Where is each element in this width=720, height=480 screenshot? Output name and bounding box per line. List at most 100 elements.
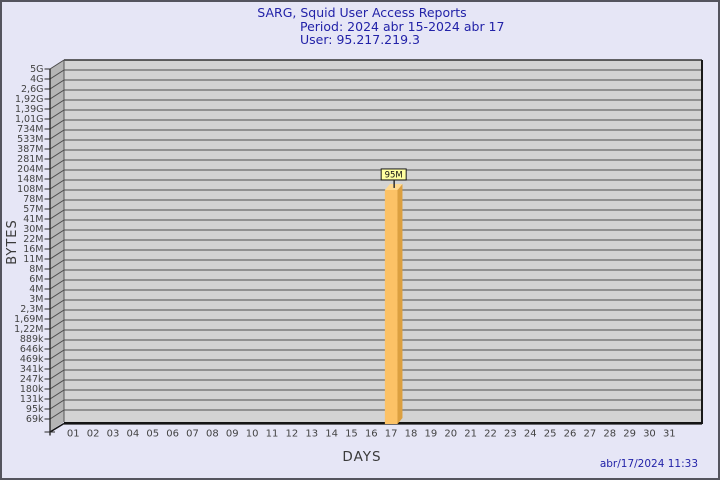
y-tick-label: 3M — [29, 294, 43, 305]
y-tick-label: 1,92G — [15, 94, 44, 105]
x-tick-label: 30 — [643, 429, 656, 440]
y-tick-label: 469k — [20, 354, 44, 365]
annotation-box — [380, 168, 407, 181]
y-tick-label: 180k — [20, 384, 44, 395]
chart-subtitle-user: User: 95.217.219.3 — [300, 32, 420, 47]
x-tick-label: 09 — [226, 429, 239, 440]
wall-tick-diagonal — [49, 109, 65, 120]
generated-timestamp: abr/17/2024 11:33 — [599, 458, 698, 470]
wall-tick-diagonal — [49, 399, 65, 410]
wall-tick-diagonal — [49, 339, 65, 350]
corner-floor-edge — [49, 422, 65, 433]
wall-tick-diagonal — [49, 59, 65, 70]
y-tick-label: 30M — [23, 224, 43, 235]
x-tick-label: 08 — [206, 429, 219, 440]
x-tick-label: 15 — [345, 429, 358, 440]
wall-tick-diagonal — [49, 69, 65, 80]
y-tick-label: 387M — [17, 144, 43, 155]
x-tick-label: 17 — [385, 429, 398, 440]
y-tick-label: 247k — [20, 374, 44, 385]
x-axis-title: DAYS — [342, 449, 381, 465]
x-tick-label: 01 — [67, 429, 80, 440]
y-tick-label: 6M — [29, 274, 43, 285]
y-tick-label: 8M — [29, 264, 43, 275]
wall-tick-diagonal — [49, 99, 65, 110]
y-tick-label: 16M — [23, 244, 43, 255]
y-tick-label: 4G — [30, 74, 43, 85]
y-tick-label: 204M — [17, 164, 43, 175]
x-tick-label: 05 — [146, 429, 159, 440]
y-tick-label: 734M — [17, 124, 43, 135]
wall-tick-diagonal — [49, 129, 65, 140]
wall-tick-diagonal — [49, 359, 65, 370]
chart-title: SARG, Squid User Access Reports — [257, 5, 467, 20]
wall-tick-diagonal — [49, 349, 65, 360]
y-tick-label: 5G — [30, 64, 43, 75]
x-tick-label: 26 — [564, 429, 577, 440]
wall-tick-diagonal — [49, 389, 65, 400]
x-tick-label: 13 — [305, 429, 318, 440]
wall-tick-diagonal — [49, 379, 65, 390]
wall-tick-diagonal — [49, 239, 65, 250]
wall-tick-diagonal — [49, 369, 65, 380]
y-tick-label: 95k — [26, 404, 44, 415]
x-tick-label: 18 — [405, 429, 418, 440]
wall-tick-diagonal — [49, 309, 65, 320]
bar-side-face — [397, 183, 403, 424]
x-tick-label: 04 — [127, 429, 140, 440]
x-tick-label: 12 — [285, 429, 298, 440]
wall-tick-diagonal — [49, 279, 65, 290]
wall-tick-diagonal — [49, 79, 65, 90]
y-tick-label: 131k — [20, 394, 44, 405]
y-tick-label: 11M — [23, 254, 43, 265]
x-tick-label: 29 — [623, 429, 636, 440]
x-tick-label: 02 — [87, 429, 100, 440]
x-axis-line — [64, 422, 702, 425]
wall-tick-diagonal — [49, 299, 65, 310]
y-tick-label: 1,39G — [15, 104, 44, 115]
wall-tick-diagonal — [49, 139, 65, 150]
y-tick-label: 2,3M — [20, 304, 43, 315]
x-tick-label: 11 — [266, 429, 279, 440]
y-tick-label: 41M — [23, 214, 43, 225]
x-tick-label: 22 — [484, 429, 497, 440]
x-tick-label: 19 — [425, 429, 438, 440]
y-tick-label: 341k — [20, 364, 44, 375]
y-tick-label: 22M — [23, 234, 43, 245]
x-tick-label: 03 — [107, 429, 120, 440]
x-tick-label: 16 — [365, 429, 378, 440]
wall-tick-diagonal — [49, 89, 65, 100]
y-tick-label: 281M — [17, 154, 43, 165]
x-tick-label: 06 — [166, 429, 179, 440]
wall-tick-diagonal — [49, 189, 65, 200]
wall-tick-diagonal — [49, 119, 65, 130]
chart-subtitle-period: Period: 2024 abr 15-2024 abr 17 — [300, 18, 505, 34]
x-tick-label: 07 — [186, 429, 199, 440]
y-tick-label: 1,01G — [15, 114, 44, 125]
wall-tick-diagonal — [49, 199, 65, 210]
x-tick-label: 25 — [544, 429, 557, 440]
y-tick-label: 646k — [20, 344, 44, 355]
y-tick-label: 533M — [17, 134, 43, 145]
y-tick-label: 1,22M — [14, 324, 43, 335]
y-tick-label: 148M — [17, 174, 43, 185]
x-tick-label: 27 — [583, 429, 596, 440]
wall-tick-diagonal — [49, 409, 65, 420]
wall-tick-diagonal — [49, 319, 65, 330]
wall-tick-diagonal — [49, 149, 65, 160]
wall-tick-diagonal — [49, 249, 65, 260]
x-tick-label: 10 — [246, 429, 259, 440]
wall-tick-diagonal — [49, 269, 65, 280]
y-tick-label: 2,6G — [21, 84, 43, 95]
x-tick-label: 28 — [603, 429, 616, 440]
y-tick-label: 4M — [29, 284, 43, 295]
x-tick-label: 23 — [504, 429, 517, 440]
wall-tick-diagonal — [49, 259, 65, 270]
wall-tick-diagonal — [49, 289, 65, 300]
x-tick-label: 14 — [325, 429, 338, 440]
y-tick-label: 69k — [26, 414, 44, 425]
y-tick-label: 78M — [23, 194, 43, 205]
left-wall-3d — [50, 60, 64, 431]
